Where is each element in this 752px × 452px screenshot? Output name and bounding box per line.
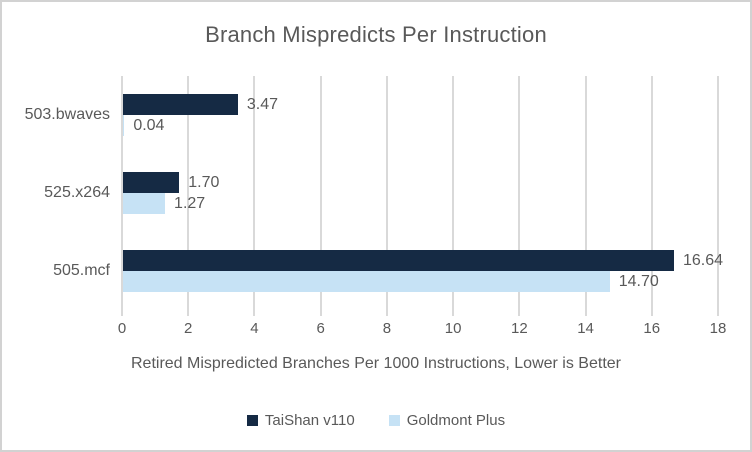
axis-tick bbox=[319, 310, 322, 316]
x-tick-label: 18 bbox=[709, 320, 727, 337]
bar-value-label: 0.04 bbox=[133, 117, 165, 134]
gridline bbox=[319, 76, 322, 310]
bar-goldmont-plus bbox=[123, 193, 166, 214]
axis-tick bbox=[253, 310, 256, 316]
x-tick-label: 4 bbox=[250, 320, 259, 337]
gridline bbox=[518, 76, 521, 310]
axis-tick bbox=[717, 310, 719, 316]
bar-taishan-v110 bbox=[123, 172, 180, 193]
bar-value-label: 1.70 bbox=[188, 174, 220, 191]
category-label: 505.mcf bbox=[53, 262, 110, 279]
x-tick-label: 0 bbox=[117, 320, 127, 337]
axis-tick bbox=[518, 310, 521, 316]
legend-item-taishan-v110: TaiShan v110 bbox=[246, 412, 355, 429]
bar-goldmont-plus bbox=[123, 115, 125, 136]
gridline bbox=[121, 76, 123, 310]
legend-label: TaiShan v110 bbox=[264, 412, 355, 429]
x-tick-label: 6 bbox=[316, 320, 325, 337]
x-tick-label: 10 bbox=[444, 320, 462, 337]
category-label: 525.x264 bbox=[44, 184, 110, 201]
category-label: 503.bwaves bbox=[24, 106, 110, 123]
x-tick-label: 8 bbox=[382, 320, 392, 337]
x-tick-label: 12 bbox=[510, 320, 528, 337]
gridline bbox=[717, 76, 719, 310]
gridline bbox=[187, 76, 190, 310]
legend-swatch-icon bbox=[388, 415, 400, 426]
bar-value-label: 3.47 bbox=[246, 96, 279, 113]
axis-tick bbox=[584, 310, 587, 316]
axis-tick bbox=[650, 310, 653, 316]
bar-value-label: 16.64 bbox=[682, 252, 724, 269]
axis-tick bbox=[385, 310, 388, 316]
legend-swatch-icon bbox=[246, 415, 258, 426]
bar-value-label: 14.70 bbox=[618, 273, 659, 290]
axis-tick bbox=[187, 310, 190, 316]
chart-title: Branch Mispredicts Per Instruction bbox=[205, 22, 547, 47]
axis-tick bbox=[121, 310, 123, 316]
bar-taishan-v110 bbox=[123, 94, 238, 115]
legend: TaiShan v110 Goldmont Plus bbox=[2, 412, 750, 429]
gridline bbox=[253, 76, 256, 310]
axis-tick bbox=[452, 310, 455, 316]
x-tick-label: 2 bbox=[184, 320, 193, 337]
bar-taishan-v110 bbox=[123, 250, 674, 271]
bar-value-label: 1.27 bbox=[174, 195, 206, 212]
gridline bbox=[385, 76, 388, 310]
gridline bbox=[650, 76, 653, 310]
legend-label: Goldmont Plus bbox=[406, 412, 506, 429]
x-tick-label: 14 bbox=[577, 320, 594, 337]
gridline bbox=[584, 76, 587, 310]
legend-item-goldmont-plus: Goldmont Plus bbox=[388, 412, 506, 429]
x-axis-title: Retired Mispredicted Branches Per 1000 I… bbox=[130, 355, 621, 372]
bar-goldmont-plus bbox=[123, 271, 610, 292]
gridline bbox=[452, 76, 455, 310]
x-tick-label: 16 bbox=[643, 320, 661, 337]
